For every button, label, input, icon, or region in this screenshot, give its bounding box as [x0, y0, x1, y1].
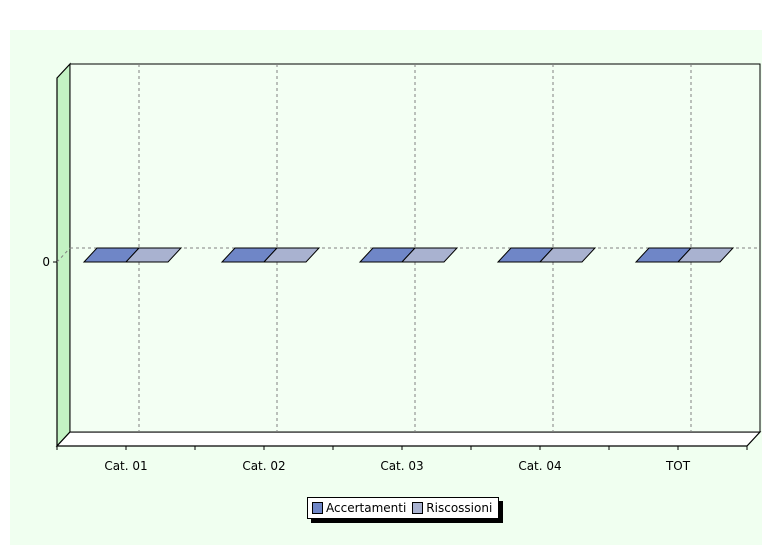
bar: [124, 247, 183, 263]
bar: [262, 247, 321, 263]
x-tick-label: Cat. 01: [104, 459, 147, 473]
tick-labels: 0 Cat. 01 Cat. 02 Cat. 03 Cat. 04 TOT: [42, 255, 690, 473]
axes: [53, 261, 748, 450]
floor: [55, 431, 762, 447]
left-wall: [56, 62, 71, 448]
legend-swatch-accertamenti: [312, 502, 323, 514]
bar: [676, 247, 735, 263]
bars: [82, 247, 735, 263]
x-tick-label: Cat. 04: [518, 459, 561, 473]
x-tick-label: Cat. 03: [380, 459, 423, 473]
bar: [538, 247, 597, 263]
legend-item-accertamenti: Accertamenti: [312, 501, 406, 515]
x-tick-label: TOT: [665, 459, 691, 473]
legend-label-accertamenti: Accertamenti: [326, 501, 407, 515]
x-tick-label: Cat. 02: [242, 459, 285, 473]
bar: [400, 247, 459, 263]
legend-swatch-riscossioni: [412, 502, 424, 514]
y-tick-label: 0: [42, 255, 50, 269]
legend-label-riscossioni: Riscossioni: [426, 501, 493, 515]
legend: Accertamenti Riscossioni: [307, 497, 500, 519]
legend-item-riscossioni: Riscossioni: [412, 501, 492, 515]
